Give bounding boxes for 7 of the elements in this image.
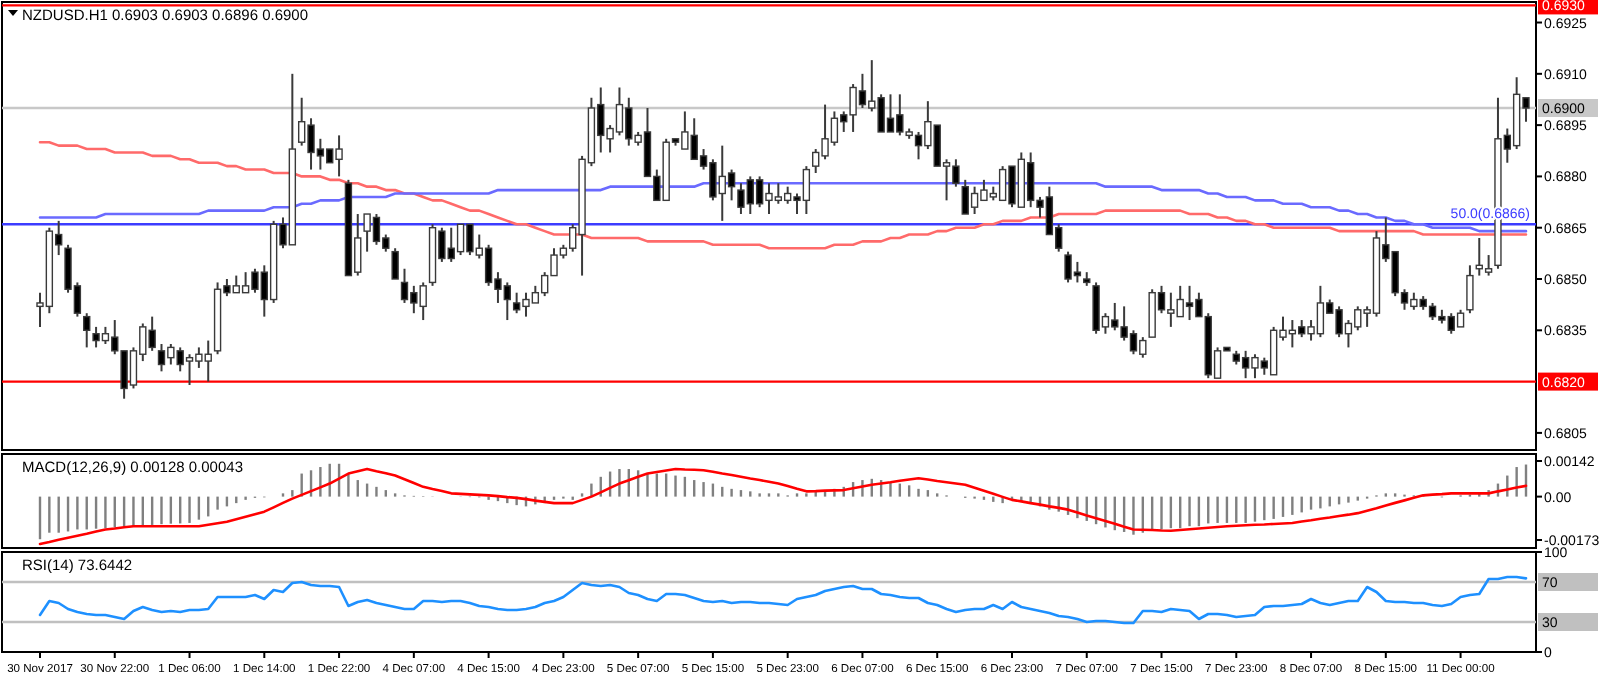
- candlestick: [83, 312, 91, 349]
- line-series: [38, 140, 1528, 250]
- candlestick: [1466, 264, 1474, 315]
- line-series: [38, 575, 1528, 625]
- candlestick: [391, 247, 399, 281]
- candlestick: [727, 168, 736, 202]
- candlestick: [1484, 254, 1493, 277]
